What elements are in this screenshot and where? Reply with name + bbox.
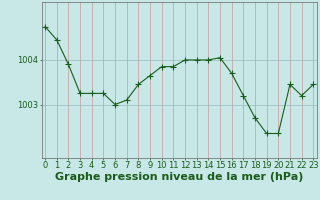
- X-axis label: Graphe pression niveau de la mer (hPa): Graphe pression niveau de la mer (hPa): [55, 172, 303, 182]
